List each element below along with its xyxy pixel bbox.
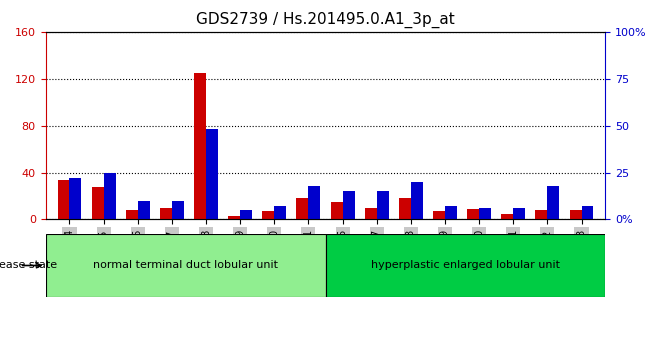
Bar — [138, 201, 150, 219]
Bar — [70, 178, 81, 219]
Bar — [570, 210, 581, 219]
Bar — [296, 198, 309, 219]
FancyBboxPatch shape — [46, 234, 326, 297]
Bar — [229, 216, 240, 219]
Bar — [331, 202, 342, 219]
Bar — [160, 208, 172, 219]
Bar — [445, 206, 457, 219]
Text: hyperplastic enlarged lobular unit: hyperplastic enlarged lobular unit — [371, 261, 560, 270]
Bar — [467, 209, 479, 219]
Bar — [535, 210, 547, 219]
Bar — [411, 182, 422, 219]
Bar — [501, 213, 513, 219]
Bar — [433, 211, 445, 219]
Text: disease state: disease state — [0, 261, 57, 270]
Title: GDS2739 / Hs.201495.0.A1_3p_at: GDS2739 / Hs.201495.0.A1_3p_at — [196, 12, 455, 28]
Bar — [377, 191, 389, 219]
Bar — [309, 186, 320, 219]
Bar — [57, 179, 70, 219]
FancyBboxPatch shape — [326, 234, 605, 297]
Bar — [479, 208, 491, 219]
Bar — [104, 172, 116, 219]
Bar — [513, 208, 525, 219]
Bar — [274, 206, 286, 219]
Text: normal terminal duct lobular unit: normal terminal duct lobular unit — [93, 261, 278, 270]
Bar — [262, 211, 274, 219]
Bar — [399, 198, 411, 219]
Bar — [547, 186, 559, 219]
Bar — [172, 201, 184, 219]
Bar — [126, 210, 138, 219]
Bar — [240, 210, 252, 219]
Bar — [342, 191, 355, 219]
Bar — [581, 206, 594, 219]
Bar — [194, 73, 206, 219]
Bar — [206, 130, 218, 219]
Bar — [365, 208, 377, 219]
Bar — [92, 187, 104, 219]
